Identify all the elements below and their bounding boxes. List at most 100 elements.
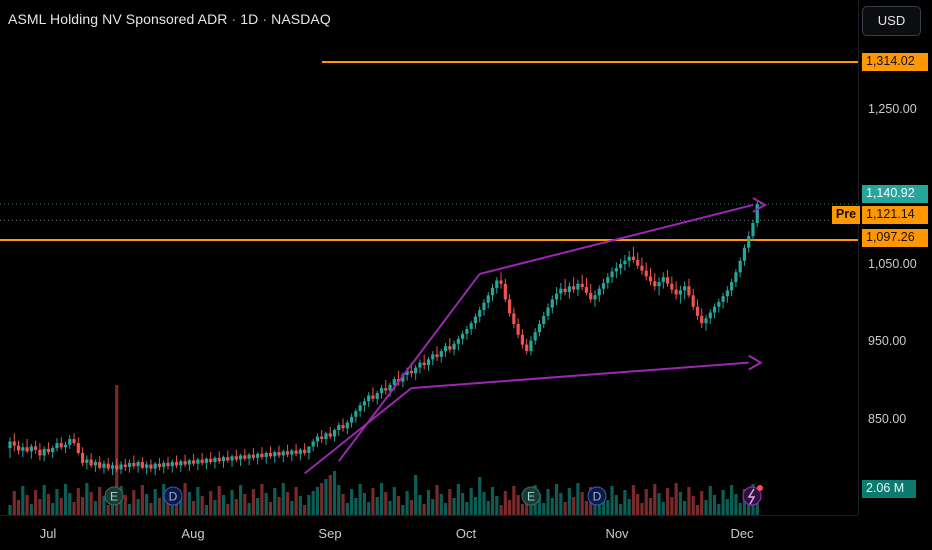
candle-body: [525, 344, 529, 352]
volume-bar: [426, 490, 431, 515]
candle-body: [166, 462, 170, 467]
candle-body: [665, 277, 670, 284]
time-tick: Aug: [181, 526, 205, 541]
volume-bar: [405, 491, 409, 515]
volume-bar: [362, 493, 367, 515]
trend-line: [411, 361, 749, 390]
volume-bar: [234, 499, 238, 515]
volume-bar: [422, 504, 426, 515]
candle-body: [59, 443, 63, 448]
volume-bar: [29, 504, 33, 515]
candle-body: [512, 313, 516, 325]
candle-body: [542, 315, 546, 325]
volume-bar: [179, 497, 183, 515]
candle-body: [725, 290, 729, 297]
candle-body: [345, 422, 349, 429]
volume-bar: [132, 490, 136, 515]
candle-body: [234, 456, 238, 460]
volume-bar: [55, 489, 59, 515]
volume-bar: [396, 496, 401, 515]
candle-body: [636, 259, 640, 266]
volume-bar: [285, 492, 290, 515]
volume-bar: [187, 492, 191, 515]
volume-bar: [98, 487, 102, 515]
candle-body: [670, 283, 674, 290]
volume-bar: [136, 499, 140, 515]
volume-bar: [418, 495, 422, 515]
volume-bar: [499, 505, 503, 515]
candle-body: [721, 296, 725, 302]
volume-bar: [597, 505, 601, 515]
trend-arrow-head: [752, 197, 767, 213]
volume-badge: 2.06 M: [862, 480, 916, 498]
time-tick: Dec: [730, 526, 754, 541]
volume-bar: [469, 488, 473, 515]
candle-body: [550, 299, 554, 308]
candle-body: [751, 223, 755, 237]
volume-bar: [712, 495, 717, 515]
volume-bar: [89, 492, 93, 515]
candle-body: [747, 236, 751, 248]
volume-bar: [674, 483, 678, 515]
volume-bar: [580, 492, 584, 515]
price-tick: 1,050.00: [868, 257, 917, 271]
candle-body: [520, 334, 524, 345]
candle-body: [217, 457, 221, 462]
volume-bar: [277, 497, 281, 515]
volume-bar: [431, 499, 435, 515]
candle-body: [529, 340, 533, 352]
candle-body: [644, 270, 648, 277]
volume-bar: [614, 495, 618, 515]
volume-bar: [452, 498, 456, 515]
volume-bar: [367, 502, 371, 515]
volume-bar: [324, 479, 328, 515]
price-tick: 950.00: [868, 334, 907, 348]
volume-bar: [268, 502, 273, 515]
candle-body: [461, 333, 465, 339]
candle-body: [657, 282, 661, 287]
volume-bar: [529, 499, 533, 515]
volume-bar: [290, 501, 294, 515]
candle-body: [405, 370, 409, 375]
candle-body: [89, 459, 93, 466]
volume-bar: [68, 493, 72, 515]
candle-body: [717, 301, 721, 307]
volume-bar: [435, 485, 439, 515]
volume-bar: [507, 500, 512, 515]
candle-body: [127, 462, 132, 467]
volume-bar: [192, 501, 196, 515]
candle-body: [469, 323, 473, 329]
candle-body: [631, 256, 636, 260]
volume-bar: [691, 496, 695, 515]
earnings-marker-icon: [104, 486, 124, 506]
candle-body: [93, 462, 97, 466]
resistance-level-badge: 1,314.02: [862, 53, 928, 71]
candle-body: [755, 204, 759, 224]
volume-bar: [661, 502, 665, 515]
volume-bar: [379, 483, 384, 515]
volume-bar: [298, 496, 302, 515]
candle-body: [426, 359, 431, 366]
currency-button[interactable]: USD: [862, 6, 921, 36]
volume-bar: [653, 484, 657, 515]
candle-body: [123, 464, 127, 467]
volume-bar: [76, 488, 80, 515]
candle-body: [704, 318, 708, 324]
candle-body: [452, 343, 456, 350]
candle-body: [110, 465, 115, 469]
volume-bar: [520, 504, 524, 515]
volume-bar: [730, 485, 734, 515]
candle-body: [537, 324, 542, 333]
volume-bar: [350, 489, 354, 515]
candle-body: [708, 312, 712, 319]
candle-body: [683, 286, 687, 291]
volume-bar: [63, 484, 68, 515]
candle-body: [311, 441, 315, 447]
candle-body: [51, 448, 55, 453]
candle-body: [623, 260, 627, 265]
candle-body: [132, 462, 136, 467]
volume-bar: [238, 485, 243, 515]
candle-body: [16, 445, 21, 451]
candle-body: [174, 462, 179, 466]
